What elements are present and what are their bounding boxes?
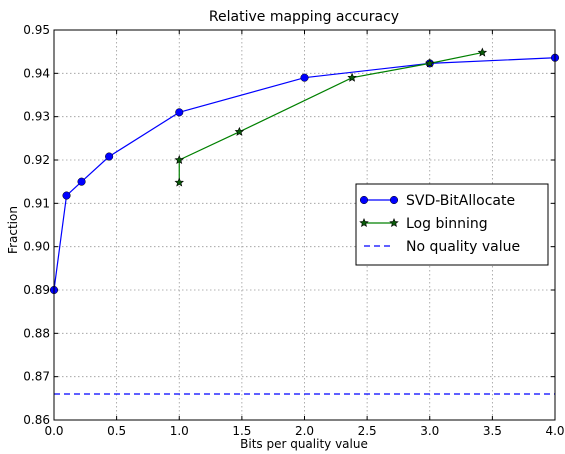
legend-label-log-binning: Log binning bbox=[406, 216, 488, 232]
legend-marker-svd-bitallocate bbox=[389, 195, 399, 205]
data-point-svd-bitallocate bbox=[77, 177, 86, 186]
data-point-log-binning bbox=[234, 126, 245, 136]
x-tick-label: 1.0 bbox=[170, 424, 189, 438]
x-tick-label: 2.5 bbox=[358, 424, 377, 438]
y-axis-label: Fraction bbox=[6, 206, 20, 254]
data-point-log-binning bbox=[174, 177, 184, 187]
data-point-log-binning bbox=[425, 58, 435, 68]
data-point-log-binning bbox=[477, 47, 488, 57]
y-tick-label: 0.90 bbox=[23, 240, 50, 254]
x-tick-label: 4.0 bbox=[545, 424, 564, 438]
x-tick-label: 1.5 bbox=[232, 424, 251, 438]
legend-marker-log-binning bbox=[359, 218, 369, 228]
data-point-svd-bitallocate bbox=[300, 73, 309, 82]
legend-marker-svd-bitallocate bbox=[359, 195, 369, 205]
series-svd-bitallocate bbox=[49, 53, 560, 295]
y-tick-label: 0.91 bbox=[23, 196, 50, 210]
x-tick-label: 2.0 bbox=[295, 424, 314, 438]
y-axis-ticks: 0.86 0.87 0.88 0.89 0.90 0.91 0.92 0.93 0.94 0.95 bbox=[23, 23, 555, 427]
y-tick-label: 0.95 bbox=[23, 23, 50, 37]
y-tick-label: 0.86 bbox=[23, 413, 50, 427]
data-point-svd-bitallocate bbox=[175, 108, 184, 117]
y-tick-label: 0.94 bbox=[23, 66, 50, 80]
data-point-svd-bitallocate bbox=[105, 152, 114, 161]
data-point-log-binning bbox=[174, 155, 184, 165]
chart-title: Relative mapping accuracy bbox=[209, 9, 399, 25]
series-layer bbox=[49, 47, 560, 395]
x-axis-label: Bits per quality value bbox=[240, 437, 368, 451]
y-tick-label: 0.88 bbox=[23, 326, 50, 340]
series-log-binning bbox=[174, 47, 488, 187]
data-point-svd-bitallocate bbox=[62, 191, 71, 200]
legend: SVD-BitAllocate Log binning No quality val… bbox=[355, 183, 549, 266]
y-tick-label: 0.93 bbox=[23, 110, 50, 124]
x-tick-label: 3.5 bbox=[483, 424, 502, 438]
series-line-log-binning bbox=[178, 51, 483, 183]
legend-label-svd-bitallocate: SVD-BitAllocate bbox=[406, 193, 515, 209]
y-tick-label: 0.92 bbox=[23, 153, 50, 167]
legend-box bbox=[355, 183, 549, 266]
data-point-log-binning bbox=[347, 72, 357, 82]
x-tick-label: 0.0 bbox=[44, 424, 63, 438]
legend-label-no-quality-value: No quality value bbox=[406, 239, 520, 255]
y-tick-label: 0.89 bbox=[23, 283, 50, 297]
x-axis-ticks: 0.0 0.5 1.0 1.5 2.0 2.5 3.0 3.5 4.0 bbox=[44, 30, 565, 438]
x-tick-label: 3.0 bbox=[420, 424, 439, 438]
x-tick-label: 0.5 bbox=[107, 424, 126, 438]
y-tick-label: 0.87 bbox=[23, 370, 50, 384]
plot-frame bbox=[53, 29, 556, 421]
legend-marker-log-binning bbox=[389, 218, 399, 228]
